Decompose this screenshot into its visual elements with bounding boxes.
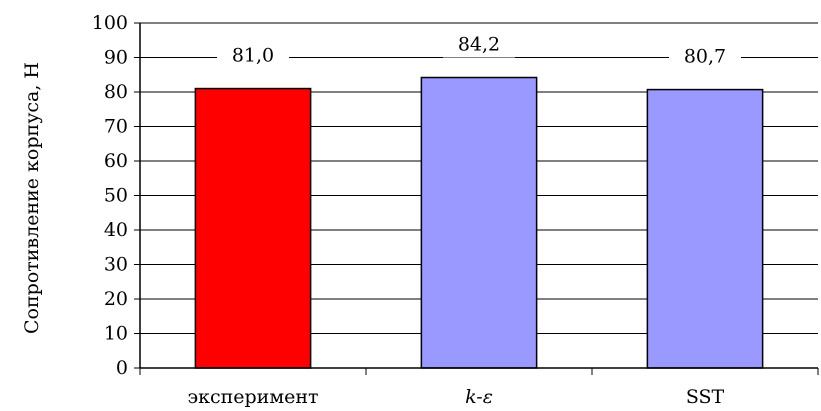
y-tick-label: 30 [104,254,128,276]
y-tick-label: 100 [92,12,128,34]
x-tick-label: k-ε [465,386,493,408]
y-tick-label: 60 [104,150,128,172]
data-label-bg [669,45,741,70]
bar [420,76,538,369]
y-axis-title: Сопротивление корпуса, Н [21,62,43,334]
data-label-bg [217,44,289,69]
y-tick-label: 40 [104,219,128,241]
y-tick-label: 0 [116,357,128,379]
y-tick-label: 80 [104,81,128,103]
y-tick-label: 50 [104,185,128,207]
data-label: 80,7 [684,46,726,68]
data-label: 81,0 [232,45,274,67]
x-tick-label: эксперимент [187,386,318,408]
data-label: 84,2 [458,34,500,56]
axes [134,22,819,375]
bar [194,87,312,369]
y-tick-label: 10 [104,323,128,345]
y-tick-label: 90 [104,47,128,69]
bars [194,76,764,369]
y-tick-label: 70 [104,116,128,138]
x-tick-label: SST [686,386,725,408]
bar [646,88,764,369]
labels: 0 10 20 30 40 50 60 70 80 90 100 81,0 эксперимент 84,… [92,12,741,408]
y-tick-label: 20 [104,288,128,310]
data-label-bg [443,33,515,58]
